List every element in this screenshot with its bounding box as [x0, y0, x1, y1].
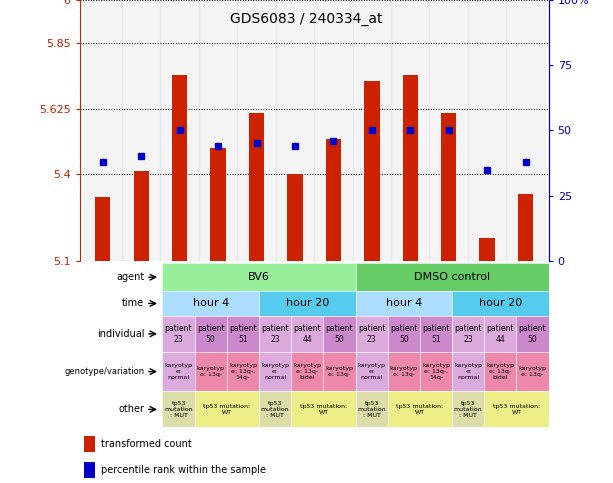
Text: percentile rank within the sample: percentile rank within the sample [101, 465, 266, 475]
Text: tp53 mutation:
WT: tp53 mutation: WT [204, 404, 250, 415]
Text: DMSO control: DMSO control [414, 272, 490, 282]
Text: patient
50: patient 50 [197, 324, 224, 343]
Text: tp53 mutation:
WT: tp53 mutation: WT [300, 404, 347, 415]
Text: karyotyp
e:
normal: karyotyp e: normal [454, 363, 482, 380]
Bar [161, 0, 199, 261]
Text: karyotyp
e: 13q-: karyotyp e: 13q- [519, 366, 547, 377]
Text: karyotyp
e:
normal: karyotyp e: normal [357, 363, 386, 380]
Text: hour 20: hour 20 [479, 298, 522, 309]
Text: genotype/variation: genotype/variation [64, 367, 144, 376]
Bar [172, 75, 188, 261]
Text: GDS6083 / 240334_at: GDS6083 / 240334_at [230, 12, 383, 26]
Text: patient
51: patient 51 [229, 324, 257, 343]
Text: karyotyp
e: 13q-: karyotyp e: 13q- [390, 366, 418, 377]
Text: karyotyp
e: 13q-: karyotyp e: 13q- [326, 366, 354, 377]
Text: other: other [118, 404, 144, 414]
Text: hour 4: hour 4 [386, 298, 422, 309]
Bar [122, 0, 161, 261]
Bar [83, 0, 122, 261]
Bar [391, 0, 430, 261]
Text: karyotyp
e: 13q-
bidel: karyotyp e: 13q- bidel [486, 363, 514, 380]
Text: patient
23: patient 23 [165, 324, 192, 343]
Text: BV6: BV6 [248, 272, 270, 282]
Bar [287, 174, 303, 261]
Text: individual: individual [97, 329, 144, 339]
Text: karyotyp
e: 13q-: karyotyp e: 13q- [197, 366, 225, 377]
Bar [352, 0, 391, 261]
Bar [199, 0, 237, 261]
Bar [441, 113, 457, 261]
Text: karyotyp
e: 13q-,
14q-: karyotyp e: 13q-, 14q- [229, 363, 257, 380]
Bar [237, 0, 276, 261]
Bar [134, 171, 149, 261]
Bar [364, 81, 379, 261]
Bar [430, 0, 468, 261]
Text: tp53 mutation:
WT: tp53 mutation: WT [493, 404, 540, 415]
Text: tp53
mutation
: MUT: tp53 mutation : MUT [454, 401, 482, 418]
Text: karyotyp
e:
normal: karyotyp e: normal [164, 363, 192, 380]
Bar [326, 139, 341, 261]
Text: patient
23: patient 23 [454, 324, 482, 343]
Bar [85, 436, 94, 452]
Text: patient
23: patient 23 [358, 324, 386, 343]
Text: patient
50: patient 50 [326, 324, 353, 343]
Bar [518, 194, 533, 261]
Text: patient
44: patient 44 [294, 324, 321, 343]
Bar [506, 0, 545, 261]
Text: patient
23: patient 23 [261, 324, 289, 343]
Text: karyotyp
e:
normal: karyotyp e: normal [261, 363, 289, 380]
Text: agent: agent [116, 272, 144, 282]
Bar [249, 113, 264, 261]
Text: patient
44: patient 44 [487, 324, 514, 343]
Bar [85, 462, 94, 478]
Bar [314, 0, 352, 261]
Text: patient
51: patient 51 [422, 324, 450, 343]
Text: tp53
mutation
: MUT: tp53 mutation : MUT [164, 401, 193, 418]
Text: patient
50: patient 50 [390, 324, 417, 343]
Bar [210, 148, 226, 261]
Bar [276, 0, 314, 261]
Bar [468, 0, 506, 261]
Text: tp53
mutation
: MUT: tp53 mutation : MUT [261, 401, 289, 418]
Bar [95, 197, 110, 261]
Text: transformed count: transformed count [101, 439, 191, 449]
Text: karyotyp
e: 13q-
bidel: karyotyp e: 13q- bidel [293, 363, 321, 380]
Text: time: time [122, 298, 144, 309]
Text: karyotyp
e: 13q-,
14q-: karyotyp e: 13q-, 14q- [422, 363, 450, 380]
Text: hour 20: hour 20 [286, 298, 329, 309]
Text: hour 4: hour 4 [192, 298, 229, 309]
Bar [403, 75, 418, 261]
Text: patient
50: patient 50 [519, 324, 546, 343]
Bar [479, 238, 495, 261]
Text: tp53 mutation:
WT: tp53 mutation: WT [397, 404, 443, 415]
Text: tp53
mutation
: MUT: tp53 mutation : MUT [357, 401, 386, 418]
